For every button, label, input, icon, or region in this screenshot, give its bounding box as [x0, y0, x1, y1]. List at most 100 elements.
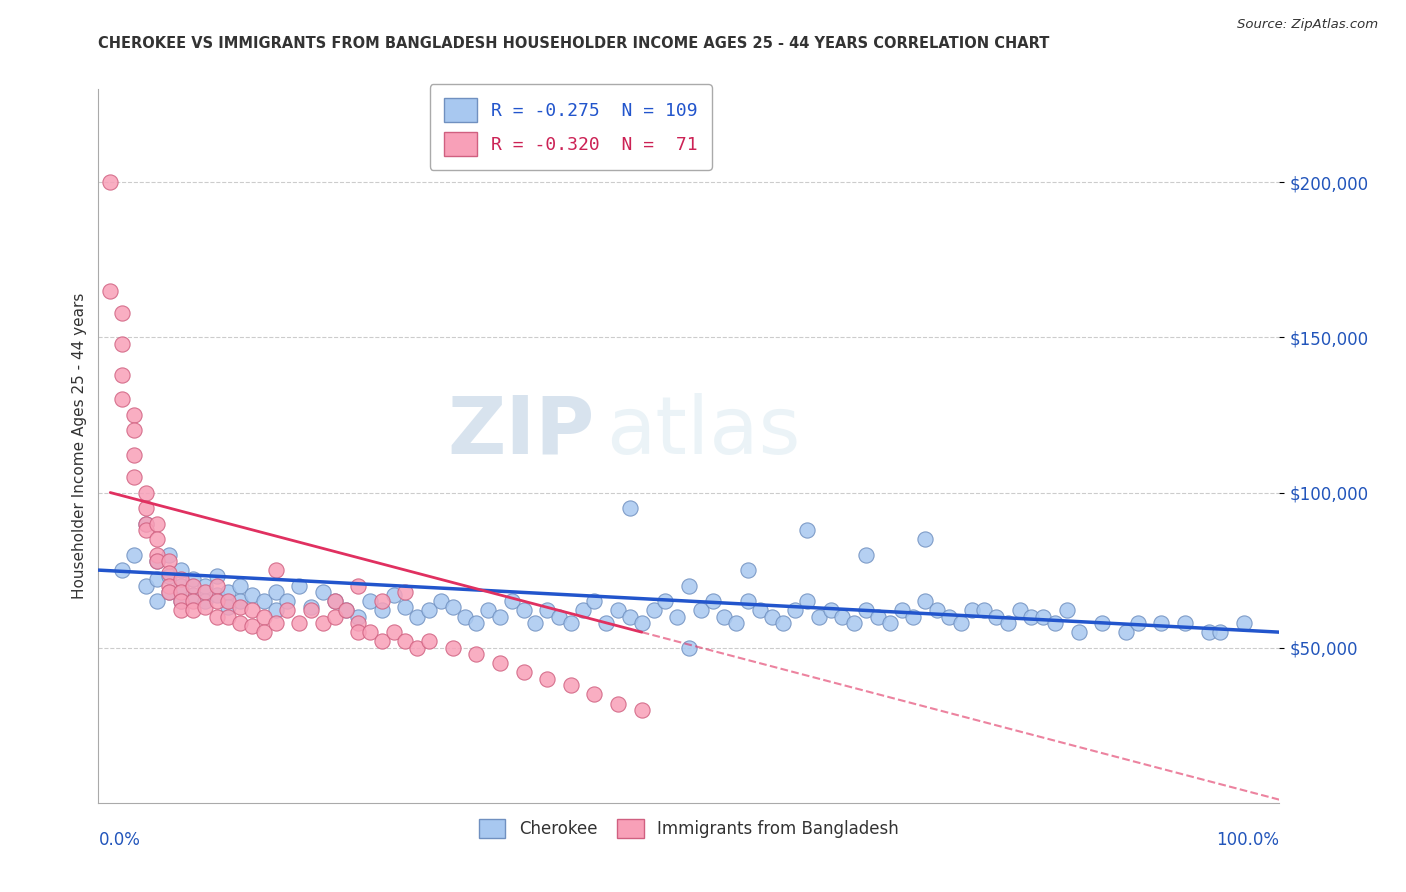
Point: [170, 594, 193, 608]
Point: [619, 609, 641, 624]
Point: [98, 175, 121, 189]
Point: [512, 665, 534, 680]
Point: [536, 672, 558, 686]
Point: [394, 584, 416, 599]
Point: [170, 584, 193, 599]
Point: [157, 566, 180, 581]
Point: [536, 603, 558, 617]
Point: [548, 609, 571, 624]
Point: [654, 594, 676, 608]
Text: 0.0%: 0.0%: [98, 831, 141, 849]
Point: [1043, 615, 1066, 630]
Point: [406, 609, 429, 624]
Point: [170, 563, 193, 577]
Point: [997, 615, 1019, 630]
Point: [441, 600, 464, 615]
Text: atlas: atlas: [606, 392, 800, 471]
Point: [323, 609, 346, 624]
Point: [299, 603, 322, 617]
Point: [855, 548, 877, 562]
Point: [382, 588, 405, 602]
Text: 100.0%: 100.0%: [1216, 831, 1279, 849]
Y-axis label: Householder Income Ages 25 - 44 years: Householder Income Ages 25 - 44 years: [72, 293, 87, 599]
Point: [264, 584, 287, 599]
Text: Source: ZipAtlas.com: Source: ZipAtlas.com: [1237, 18, 1378, 31]
Point: [938, 609, 960, 624]
Point: [643, 603, 665, 617]
Point: [820, 603, 842, 617]
Text: CHEROKEE VS IMMIGRANTS FROM BANGLADESH HOUSEHOLDER INCOME AGES 25 - 44 YEARS COR: CHEROKEE VS IMMIGRANTS FROM BANGLADESH H…: [98, 36, 1050, 51]
Point: [111, 305, 134, 319]
Point: [323, 594, 346, 608]
Point: [205, 588, 228, 602]
Point: [512, 603, 534, 617]
Point: [312, 584, 335, 599]
Point: [441, 640, 464, 655]
Point: [122, 470, 145, 484]
Point: [229, 579, 252, 593]
Point: [796, 594, 818, 608]
Point: [157, 584, 180, 599]
Point: [678, 640, 700, 655]
Point: [122, 408, 145, 422]
Point: [111, 392, 134, 407]
Point: [135, 516, 157, 531]
Point: [157, 554, 180, 568]
Point: [855, 603, 877, 617]
Point: [560, 678, 582, 692]
Point: [394, 600, 416, 615]
Point: [962, 603, 984, 617]
Point: [217, 600, 239, 615]
Point: [914, 594, 936, 608]
Point: [477, 603, 499, 617]
Point: [925, 603, 948, 617]
Point: [157, 579, 180, 593]
Point: [772, 615, 794, 630]
Point: [194, 594, 217, 608]
Legend: Cherokee, Immigrants from Bangladesh: Cherokee, Immigrants from Bangladesh: [472, 812, 905, 845]
Point: [571, 603, 593, 617]
Point: [583, 594, 606, 608]
Point: [1056, 603, 1078, 617]
Point: [1032, 609, 1054, 624]
Point: [394, 634, 416, 648]
Point: [122, 548, 145, 562]
Point: [807, 609, 830, 624]
Point: [1174, 615, 1197, 630]
Point: [371, 634, 394, 648]
Point: [1150, 615, 1173, 630]
Point: [229, 594, 252, 608]
Point: [135, 579, 157, 593]
Point: [489, 656, 512, 670]
Point: [170, 594, 193, 608]
Point: [146, 573, 169, 587]
Point: [702, 594, 724, 608]
Point: [122, 448, 145, 462]
Point: [135, 523, 157, 537]
Point: [359, 594, 381, 608]
Point: [335, 603, 357, 617]
Point: [1126, 615, 1149, 630]
Point: [890, 603, 912, 617]
Point: [371, 594, 394, 608]
Point: [146, 594, 169, 608]
Point: [253, 609, 276, 624]
Point: [299, 600, 322, 615]
Point: [1021, 609, 1043, 624]
Point: [678, 579, 700, 593]
Point: [796, 523, 818, 537]
Point: [253, 625, 276, 640]
Point: [583, 687, 606, 701]
Point: [866, 609, 889, 624]
Point: [347, 615, 370, 630]
Point: [205, 609, 228, 624]
Point: [607, 603, 630, 617]
Point: [135, 485, 157, 500]
Point: [194, 600, 217, 615]
Point: [984, 609, 1007, 624]
Point: [253, 594, 276, 608]
Point: [430, 594, 453, 608]
Point: [111, 368, 134, 382]
Point: [170, 573, 193, 587]
Point: [146, 532, 169, 546]
